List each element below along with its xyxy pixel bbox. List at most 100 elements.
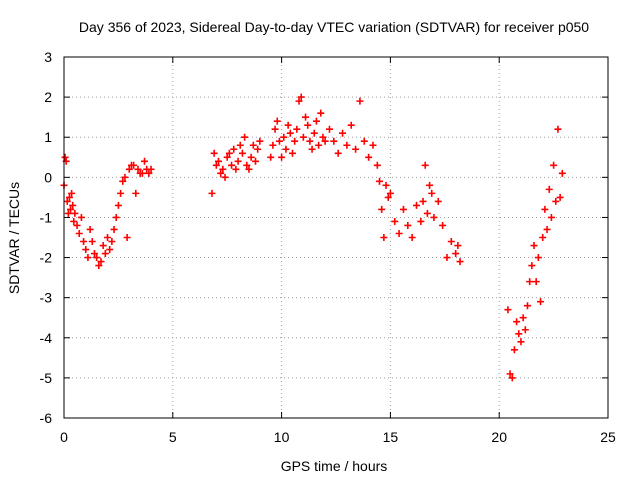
data-point (86, 225, 94, 233)
data-point (247, 153, 255, 161)
data-point (65, 193, 73, 201)
data-point (302, 113, 310, 121)
data-point (506, 370, 514, 378)
data-point (88, 238, 96, 246)
x-tick-label: 25 (600, 429, 616, 445)
data-point (241, 133, 249, 141)
x-tick-label: 15 (383, 429, 399, 445)
data-point (210, 149, 218, 157)
data-point (106, 246, 114, 254)
data-point (77, 213, 85, 221)
data-point (217, 169, 225, 177)
data-point (121, 173, 129, 181)
data-point (245, 165, 253, 173)
data-point (251, 157, 259, 165)
data-point (256, 137, 264, 145)
data-point (119, 177, 127, 185)
data-point (550, 161, 558, 169)
x-tick-label: 0 (60, 429, 68, 445)
data-point (382, 181, 390, 189)
data-point (236, 141, 244, 149)
data-point (380, 234, 388, 241)
data-point (249, 141, 257, 149)
data-point (238, 149, 246, 157)
data-point (82, 246, 90, 254)
data-point (288, 149, 296, 157)
data-point (67, 205, 75, 213)
data-point (547, 213, 555, 221)
data-point (539, 234, 547, 241)
data-point (267, 153, 275, 161)
data-point (271, 125, 279, 133)
data-point (312, 117, 320, 125)
data-point (297, 93, 305, 101)
data-point (521, 326, 529, 334)
data-point (123, 234, 131, 241)
data-point (386, 189, 394, 197)
data-point (304, 121, 312, 129)
data-point (421, 161, 429, 169)
data-point (61, 153, 69, 161)
data-point (68, 189, 76, 197)
data-point (530, 242, 538, 250)
data-point (399, 205, 407, 213)
data-point (334, 149, 342, 157)
data-point (63, 197, 71, 205)
data-point (428, 189, 436, 197)
data-point (343, 141, 351, 149)
data-point (80, 238, 88, 246)
data-point (321, 137, 329, 145)
data-point (278, 153, 286, 161)
data-point (147, 165, 155, 173)
y-tick-label: -1 (40, 209, 53, 225)
data-point (269, 141, 277, 149)
data-point (99, 242, 107, 250)
data-point (295, 97, 303, 105)
data-point (286, 129, 294, 137)
data-point (70, 217, 78, 225)
y-tick-label: 3 (44, 49, 52, 65)
data-point (537, 298, 545, 306)
data-point (526, 278, 534, 286)
data-point (528, 262, 536, 270)
y-tick-label: -4 (40, 330, 53, 346)
data-point (356, 97, 364, 105)
y-axis-label: SDTVAR / TECUs (6, 182, 22, 294)
data-point (384, 193, 392, 201)
data-point (534, 254, 542, 262)
data-point (515, 330, 523, 338)
data-point (234, 157, 242, 165)
data-point (378, 205, 386, 213)
y-tick-label: -3 (40, 290, 53, 306)
data-point (208, 189, 216, 197)
data-point (130, 161, 138, 169)
y-tick-label: -6 (40, 410, 53, 426)
data-point (373, 161, 381, 169)
data-point (212, 161, 220, 169)
data-point (243, 161, 251, 169)
data-point (339, 129, 347, 137)
data-point (519, 314, 527, 322)
data-point (221, 173, 229, 181)
data-point (430, 213, 438, 221)
data-point (558, 169, 566, 177)
data-point (64, 209, 72, 217)
data-point (282, 145, 290, 153)
data-point (513, 318, 521, 326)
data-point (347, 121, 355, 129)
data-point (552, 197, 560, 205)
data-point (310, 129, 318, 137)
y-tick-label: -2 (40, 250, 53, 266)
data-point (352, 145, 360, 153)
data-point (443, 254, 451, 262)
y-tick-label: -5 (40, 370, 53, 386)
data-point (510, 346, 518, 354)
data-point (308, 145, 316, 153)
data-point (325, 125, 333, 133)
data-point (228, 161, 236, 169)
data-point (71, 209, 79, 217)
data-point (532, 278, 540, 286)
y-tick-label: 0 (44, 169, 52, 185)
data-point (112, 213, 120, 221)
